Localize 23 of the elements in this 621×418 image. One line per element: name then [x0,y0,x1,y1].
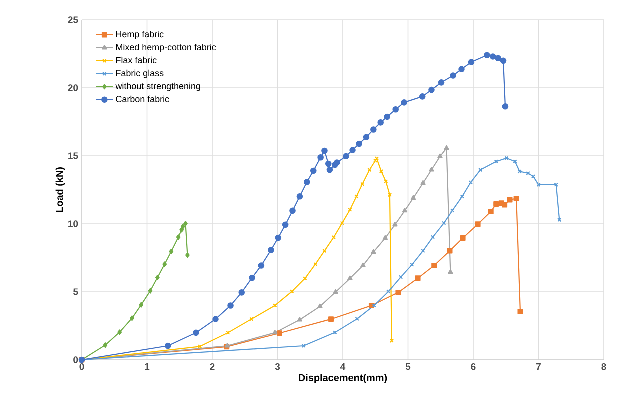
y-axis-title: Load (kN) [56,168,66,212]
x-tick-label: 7 [536,364,541,370]
legend-label: without strengthening [116,82,200,92]
x-axis-title: Displacement(mm) [299,374,388,384]
x-tick-label: 0 [80,364,84,370]
y-tick-label: 25 [68,16,78,24]
legend-label: Fabric glass [116,70,164,78]
y-tick-label: 5 [74,288,78,296]
legend-label: Flax fabric [116,56,157,64]
x-tick-label: 8 [602,364,606,370]
legend-label: Mixed hemp-cotton fabric [116,44,216,52]
x-tick-label: 1 [145,364,150,370]
x-tick-label: 2 [210,364,215,370]
x-tick-label: 4 [340,364,346,370]
x-tick-label: 5 [406,364,411,370]
y-tick-label: 0 [74,356,78,364]
legend-label: Hemp fabric [116,30,164,40]
x-tick-label: 3 [275,364,280,370]
legend-label: Carbon fabric [116,96,170,102]
x-tick-label: 6 [471,364,476,370]
y-tick-label: 15 [68,152,78,160]
y-tick-label: 20 [68,84,78,92]
y-tick-label: 10 [68,220,78,228]
